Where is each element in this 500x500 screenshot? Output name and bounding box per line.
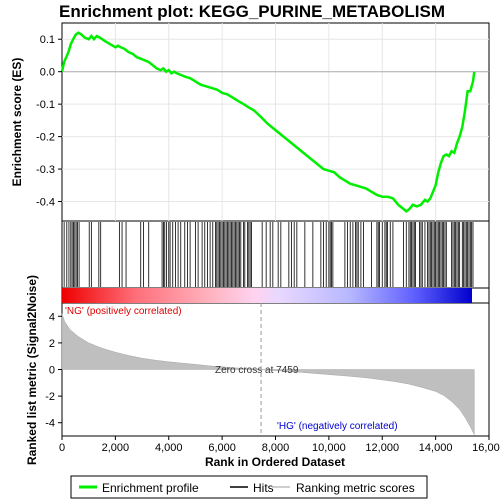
x-tick-label: 16,000 [472, 442, 500, 454]
es-y-tick-label: 0.0 [40, 67, 55, 79]
es-y-tick-label: -0.4 [36, 197, 55, 209]
legend-hits-label: Hits [253, 481, 274, 495]
positive-annotation: 'NG' (positively correlated) [65, 306, 182, 317]
legend-enrichment-label: Enrichment profile [102, 481, 199, 495]
metric-y-tick-label: 0 [49, 365, 55, 377]
es-y-axis-title: Enrichment score (ES) [10, 58, 24, 187]
metric-y-axis-title: Ranked list metric (Signal2Noise) [25, 275, 39, 465]
es-y-tick-label: -0.2 [36, 132, 55, 144]
x-tick-label: 0 [59, 442, 65, 454]
zero-cross-annotation: Zero cross at 7459 [215, 365, 299, 376]
x-tick-label: 10,000 [312, 442, 346, 454]
x-axis-title: Rank in Ordered Dataset [205, 455, 345, 469]
es-y-tick-label: -0.3 [36, 164, 55, 176]
ranking-metric-group [61, 313, 475, 435]
x-tick-label: 14,000 [419, 442, 453, 454]
x-ticks: 0 2,000 4,000 6,000 8,000 10,000 12,000 14,000 1… [59, 436, 500, 454]
x-tick-label: 8,000 [262, 442, 290, 454]
es-gridlines [62, 23, 489, 221]
enrichment-profile-line [60, 31, 476, 213]
legend-box [70, 475, 428, 499]
legend-metric-label: Ranking metric scores [296, 481, 415, 495]
metric-y-tick-label: -2 [45, 391, 55, 403]
metric-y-ticks: 4 2 0 -2 -4 [45, 311, 62, 430]
metric-y-tick-label: 4 [49, 311, 55, 323]
x-tick-label: 2,000 [102, 442, 130, 454]
x-tick-label: 6,000 [208, 442, 236, 454]
metric-y-tick-label: -4 [45, 418, 55, 430]
chart-title: Enrichment plot: KEGG_PURINE_METABOLISM [59, 2, 445, 21]
hits-panel [61, 220, 490, 289]
legend: Enrichment profile Hits Ranking metric s… [70, 475, 428, 499]
ranking-color-gradient [62, 288, 472, 303]
x-tick-label: 12,000 [365, 442, 399, 454]
hit-marks-group [63, 222, 474, 287]
enrichment-profile-group [60, 31, 476, 213]
es-y-tick-label: -0.1 [36, 99, 55, 111]
x-tick-label: 4,000 [155, 442, 183, 454]
negative-annotation: 'HG' (negatively correlated) [277, 421, 398, 432]
es-y-tick-label: 0.1 [40, 34, 55, 46]
ranking-metric-area [61, 313, 475, 435]
metric-y-tick-label: 2 [49, 338, 55, 350]
es-y-ticks: 0.1 0.0 -0.1 -0.2 -0.3 -0.4 [36, 34, 62, 209]
